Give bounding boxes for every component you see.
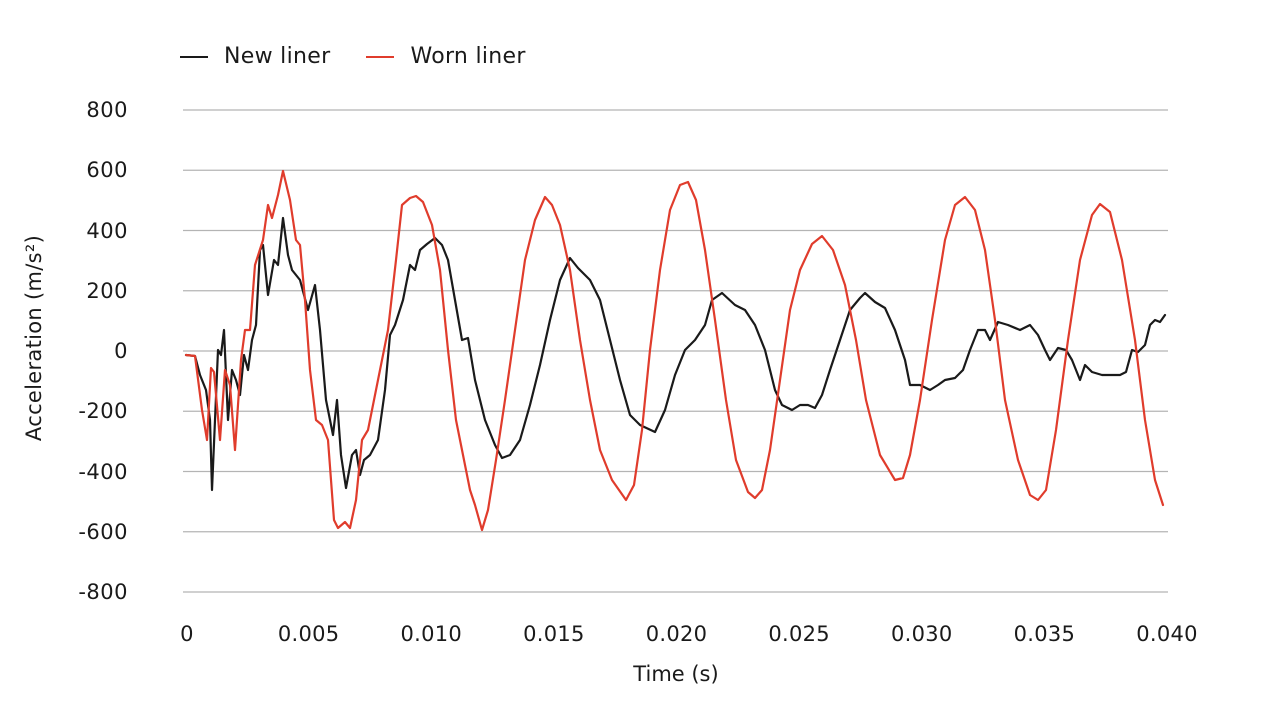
y-tick-label: 600 xyxy=(86,158,128,183)
x-tick-label: 0.030 xyxy=(890,622,953,646)
series-line-new-liner xyxy=(184,216,1167,492)
y-tick-label: -600 xyxy=(78,519,128,544)
legend-swatch-worn-liner xyxy=(366,55,395,58)
series-lines xyxy=(184,169,1167,532)
legend: New liner Worn liner xyxy=(180,44,562,69)
y-tick-label: -200 xyxy=(78,399,128,424)
legend-label: Worn liner xyxy=(410,44,526,69)
x-tick-label: 0.010 xyxy=(400,622,463,646)
x-axis-label: Time (s) xyxy=(633,662,719,686)
y-axis-label: Acceleration (m/s²) xyxy=(22,234,46,442)
legend-label: New liner xyxy=(224,44,331,69)
x-tick-label: 0.005 xyxy=(277,622,340,646)
legend-item-worn-liner: Worn liner xyxy=(366,44,525,69)
x-tick-label: 0.015 xyxy=(523,622,585,646)
y-tick-label: 200 xyxy=(86,278,128,303)
x-tick-label: 0.040 xyxy=(1136,622,1198,646)
legend-item-new-liner: New liner xyxy=(180,44,330,69)
y-tick-label: 800 xyxy=(86,98,128,122)
y-tick-label: 400 xyxy=(86,218,128,243)
y-tick-label: 0 xyxy=(114,339,128,363)
x-tick-label: 0 xyxy=(180,622,194,646)
x-tick-label: 0.020 xyxy=(645,622,708,646)
y-tick-label: -400 xyxy=(78,459,128,484)
y-tick-label: -800 xyxy=(78,580,128,604)
x-tick-label: 0.035 xyxy=(1013,622,1076,646)
series-line-worn-liner xyxy=(184,169,1165,532)
legend-swatch-new-liner xyxy=(180,55,208,58)
x-tick-label: 0.025 xyxy=(768,622,830,646)
gridlines xyxy=(183,109,1168,593)
